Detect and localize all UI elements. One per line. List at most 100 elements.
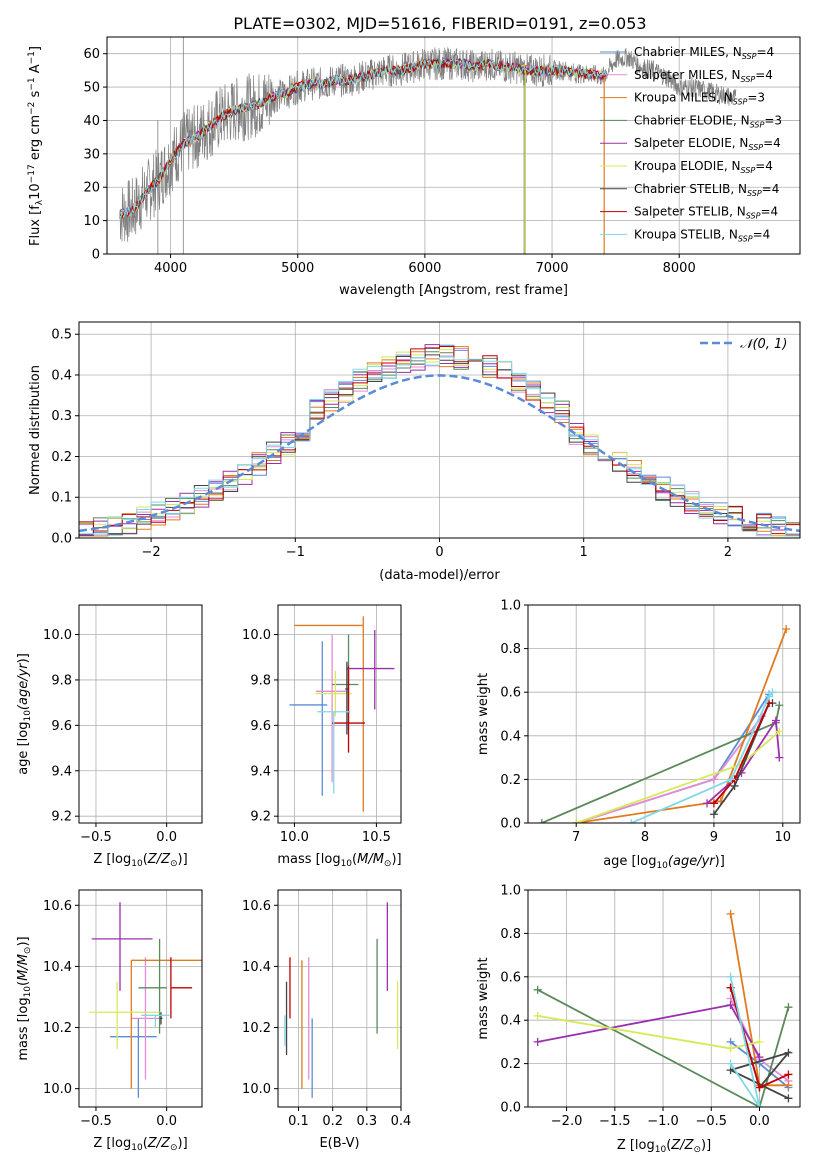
figure-title: PLATE=0302, MJD=51616, FIBERID=0191, z=0… (233, 14, 646, 33)
legend-label-sub: SSP (738, 234, 753, 243)
x-axis-label: wavelength [Angstrom, rest frame] (339, 283, 568, 298)
plot-area (87, 616, 202, 811)
x-tick-label: 4000 (154, 261, 187, 276)
model-line (119, 57, 606, 219)
axes-frame (106, 36, 801, 255)
series-marker (726, 972, 735, 981)
y-axis-label-part: s (28, 90, 43, 101)
y-axis-label-part: Flux [f (28, 205, 43, 246)
gaussian-curve (79, 374, 800, 533)
y-tick-label: 9.2 (250, 810, 271, 825)
legend-label: Kroupa ELODIE, NSSP=4 (634, 159, 773, 175)
x-tick-label: 0.1 (288, 1114, 309, 1129)
y-axis-label: Flux [fλ10−17 erg cm−2 s−1 A−1] (27, 46, 45, 246)
y-axis-label-part: −2 (27, 102, 37, 115)
y-tick-label: 0.2 (500, 1057, 521, 1072)
x-tick-label: 10.5 (362, 830, 391, 845)
x-axis-label: Z [log10(Z/Z⊙)] (93, 852, 187, 869)
series-marker (755, 1037, 764, 1046)
legend-label-suffix: =3 (764, 113, 782, 127)
y-axis-label: mass weight (476, 673, 491, 755)
y-tick-label: 0.6 (500, 686, 521, 701)
x-tick-label: 10 (775, 830, 792, 845)
axes-frame (78, 321, 801, 539)
legend-label: Salpeter STELIB, NSSP=4 (634, 205, 778, 221)
y-tick-label: 9.6 (250, 719, 271, 734)
legend-label-sub: SSP (747, 189, 762, 198)
y-tick-label: 60 (83, 47, 100, 62)
series-marker (709, 775, 718, 784)
series-marker (784, 1081, 793, 1090)
y-tick-label: 0.0 (500, 817, 521, 832)
legend-label: Kroupa STELIB, NSSP=4 (634, 227, 770, 243)
histogram-step (79, 356, 800, 537)
x-tick-label: 10.0 (280, 830, 309, 845)
x-tick-label: −0.5 (695, 1114, 727, 1129)
y-tick-label: 20 (83, 181, 100, 196)
series-marker (784, 1048, 793, 1057)
y-tick-label: 0.4 (500, 729, 521, 744)
y-tick-label: 1.0 (500, 599, 521, 614)
y-tick-label: 0.5 (51, 328, 72, 343)
y-tick-label: 9.8 (51, 673, 72, 688)
y-axis-label-part: 10 (28, 183, 43, 200)
y-tick-label: 50 (83, 81, 100, 96)
y-tick-label: 30 (83, 147, 100, 162)
legend-label-suffix: =3 (747, 91, 765, 105)
legend-label-suffix: =4 (755, 68, 773, 82)
legend-label-sub: SSP (741, 166, 756, 175)
age_vs_Z-axes: −0.5 0.0 9.2 9.4 9.6 9.8 10.0 Z [log10(Z/Z⊙)] ag… (16, 604, 203, 869)
series-marker (768, 688, 777, 697)
y-tick-label: 9.6 (51, 719, 72, 734)
y-axis-label: mass weight (476, 957, 491, 1039)
x-tick-label: 0 (435, 545, 443, 560)
series-line (630, 691, 774, 823)
axes-frame (527, 889, 801, 1108)
series-marker (572, 819, 581, 823)
legend-label-text: Chabrier ELODIE, N (634, 113, 750, 127)
legend-label-sub: SSP (733, 98, 748, 107)
y-tick-label: 0.0 (51, 532, 72, 547)
legend-label-sub: SSP (742, 52, 757, 61)
y-axis-label: mass [log10(M/M⊙)] (16, 936, 33, 1060)
x-tick-label: 0.0 (749, 1114, 770, 1129)
series-marker (703, 799, 712, 808)
x-axis-label: Z [log10(Z/Z⊙)] (93, 1136, 187, 1153)
x-tick-label: 6000 (408, 261, 441, 276)
series-marker (726, 909, 735, 918)
series-marker (775, 753, 784, 762)
legend-label-sub: SSP (750, 120, 765, 129)
y-axis-label-part: −1 (27, 51, 37, 64)
weight_vs_age-axes: 7 8 9 10 0.0 0.2 0.4 0.6 0.8 1.0 age [log10(age/yr… (476, 599, 801, 871)
x-tick-label: 8 (641, 830, 649, 845)
y-axis-label-part: −1 (27, 77, 37, 90)
spectrum-axes: 4000 5000 6000 7000 8000 0 10 20 30 40 50 60 wavelen… (27, 36, 801, 298)
y-tick-label: 9.2 (51, 810, 72, 825)
weight_vs_Z-axes: −2.0 −1.5 −1.0 −0.5 0.0 0.0 0.2 0.4 0.6 0.8 1.0 Z [… (476, 884, 801, 1155)
plot-area (537, 624, 791, 823)
x-tick-label: 0.2 (322, 1114, 343, 1129)
series-line (729, 976, 761, 1107)
legend-label-text: Kroupa STELIB, N (634, 227, 738, 241)
legend-label-text: Salpeter MILES, N (634, 68, 741, 82)
plot-area (284, 902, 399, 1098)
series-marker (755, 1083, 764, 1092)
plot-area (289, 616, 395, 812)
y-tick-label: 0.8 (500, 642, 521, 657)
legend-label-suffix: =4 (762, 182, 780, 196)
series-marker (784, 1094, 793, 1103)
x-axis-label: mass [log10(M/M⊙)] (277, 852, 401, 869)
series-marker (533, 985, 542, 994)
y-tick-label: 10.0 (242, 1082, 271, 1097)
legend-label-text: Salpeter STELIB, N (634, 205, 746, 219)
series-line (706, 717, 781, 805)
y-tick-label: 0 (92, 248, 100, 263)
series-marker (771, 716, 780, 725)
y-tick-label: 9.8 (250, 673, 271, 688)
legend-label: 𝒩(0, 1) (740, 337, 787, 352)
age_vs_mass-axes: 10.0 10.5 9.2 9.4 9.6 9.8 10.0 mass [log10(M/M⊙… (242, 604, 402, 869)
legend-label-sub: SSP (746, 212, 761, 221)
axes-frame (277, 604, 402, 824)
y-tick-label: 10 (83, 214, 100, 229)
